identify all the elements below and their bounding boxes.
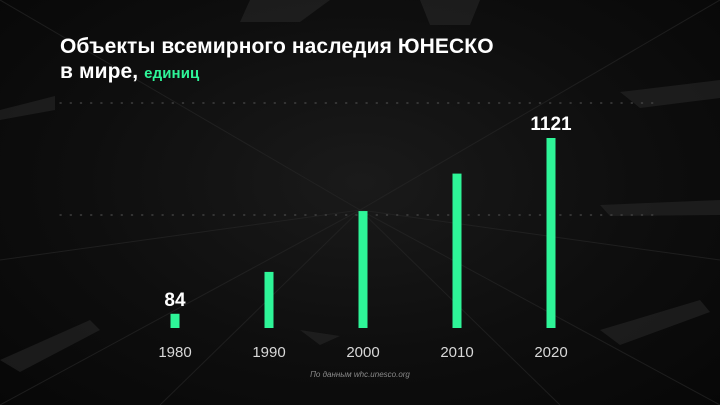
chart-title-line-2: в мире,	[60, 60, 139, 83]
data-label-1980: 84	[164, 290, 186, 311]
data-label-2020: 1121	[530, 114, 572, 135]
bar-2000	[358, 211, 368, 328]
chart-title-line-1: Объекты всемирного наследия ЮНЕСКО	[60, 35, 494, 58]
x-tick-label-2020: 2020	[534, 344, 567, 361]
bar-2020	[546, 138, 556, 328]
x-tick-label-2000: 2000	[346, 344, 379, 361]
source-note: По данным whc.unesco.org	[310, 370, 410, 379]
chart-title: Объекты всемирного наследия ЮНЕСКО в мир…	[60, 34, 680, 86]
bar-1990	[264, 271, 274, 328]
unit-label: единиц	[144, 65, 200, 82]
bar-1980	[170, 313, 180, 328]
bar-2010	[452, 173, 462, 328]
x-tick-label-1980: 1980	[158, 344, 191, 361]
x-tick-label-1990: 1990	[252, 344, 285, 361]
x-tick-label-2010: 2010	[440, 344, 473, 361]
